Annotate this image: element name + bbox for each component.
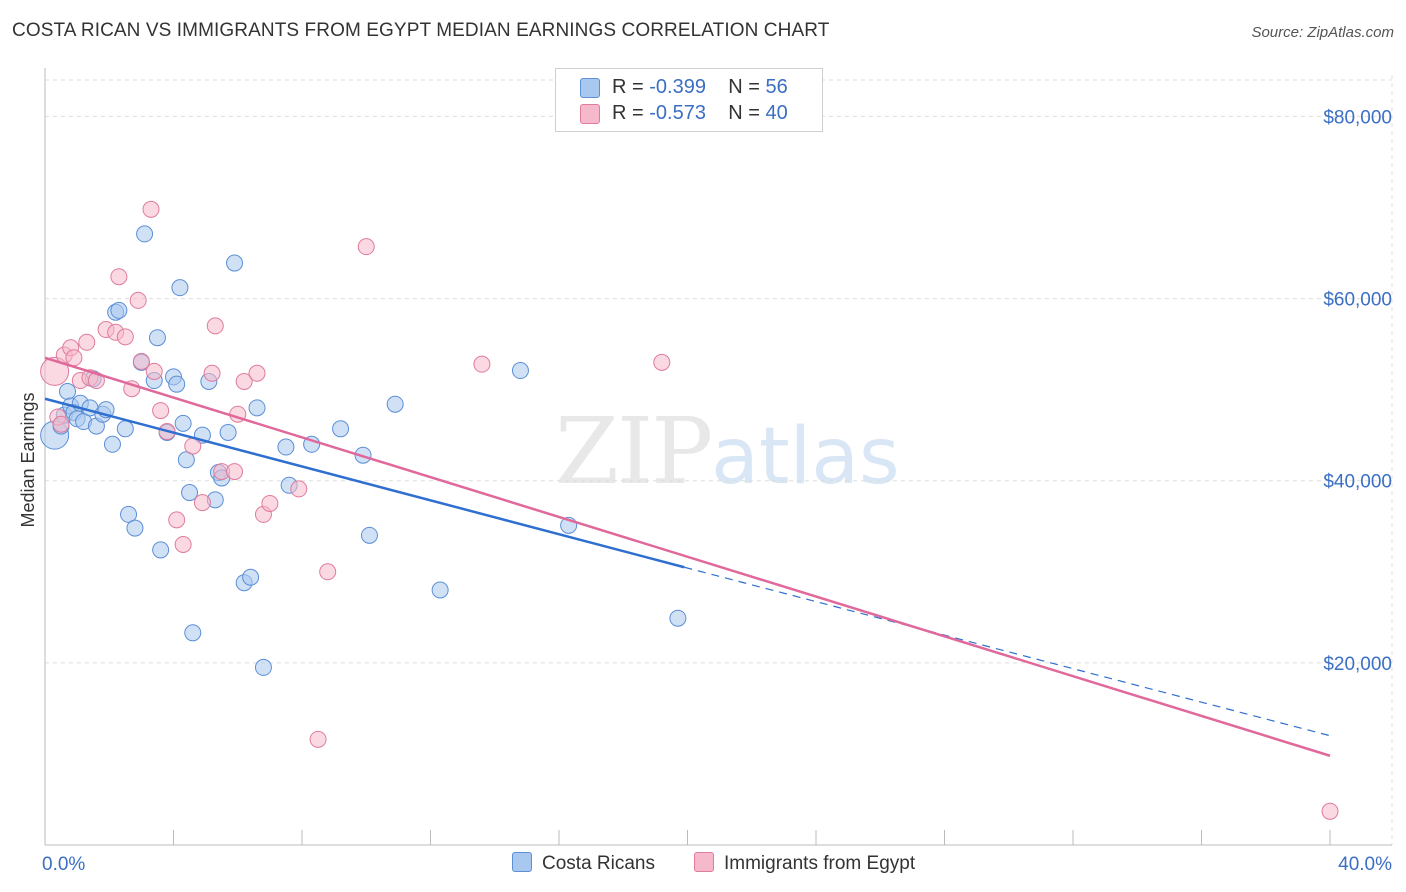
x-tick-label: 0.0%: [42, 854, 85, 875]
bottom-legend-swatch-egypt: [694, 852, 714, 872]
legend-swatch-egypt: [580, 104, 600, 124]
bottom-legend-costa-ricans: Costa Ricans: [512, 852, 655, 875]
stats-legend: R = -0.399 N = 56 R = -0.573 N = 40: [555, 68, 823, 132]
chart-title: COSTA RICAN VS IMMIGRANTS FROM EGYPT MED…: [12, 20, 830, 41]
legend-r-value: -0.573: [649, 102, 706, 124]
point-egypt: [261, 494, 279, 512]
point-egypt: [203, 364, 221, 382]
point-costa-ricans: [116, 420, 134, 438]
grid-lines: [45, 75, 1393, 845]
y-tick-label: $40,000: [1323, 472, 1392, 493]
bottom-legend-egypt: Immigrants from Egypt: [694, 852, 915, 875]
legend-n-value: 40: [765, 102, 788, 124]
axes: [44, 68, 1392, 846]
watermark-atlas: atlas: [711, 412, 900, 502]
point-egypt: [40, 356, 70, 386]
point-egypt: [1321, 802, 1339, 820]
point-egypt: [235, 372, 253, 390]
bottom-legend-label-egypt: Immigrants from Egypt: [724, 853, 916, 874]
y-tick-label: $60,000: [1323, 290, 1392, 311]
y-axis-title: Median Earnings: [18, 392, 38, 527]
point-costa-ricans: [152, 541, 170, 559]
point-egypt: [78, 333, 96, 351]
point-costa-ricans: [669, 609, 687, 627]
point-egypt: [309, 730, 327, 748]
point-costa-ricans: [103, 435, 121, 453]
point-egypt: [290, 480, 308, 498]
legend-n-label: N =: [728, 76, 760, 98]
point-egypt: [226, 463, 244, 481]
point-costa-ricans: [248, 399, 266, 417]
trend-line-egypt: [44, 356, 1331, 757]
point-egypt: [145, 362, 163, 380]
point-egypt: [129, 291, 147, 309]
point-costa-ricans: [254, 658, 272, 676]
point-costa-ricans: [120, 505, 138, 523]
point-costa-ricans: [219, 423, 237, 441]
point-egypt: [65, 349, 83, 367]
legend-n-value: 56: [765, 76, 788, 98]
point-costa-ricans: [177, 451, 195, 469]
trend-line-costa-ricans: [44, 397, 685, 569]
point-costa-ricans: [226, 254, 244, 272]
x-tick-label: 40.0%: [1338, 854, 1392, 875]
y-tick-labels: $20,000 $40,000 $60,000 $80,000: [1323, 107, 1392, 674]
point-egypt: [206, 317, 224, 335]
y-tick-label: $20,000: [1323, 654, 1392, 675]
x-tick-labels: 0.0% 40.0%: [42, 854, 1392, 875]
point-egypt: [193, 494, 211, 512]
point-costa-ricans: [174, 414, 192, 432]
point-costa-ricans: [126, 519, 144, 537]
point-egypt: [152, 402, 170, 420]
legend-swatch-costa-ricans: [580, 78, 600, 98]
point-egypt: [52, 415, 70, 433]
point-egypt: [473, 355, 491, 373]
point-egypt: [357, 238, 375, 256]
bottom-legend-label-costa-ricans: Costa Ricans: [542, 853, 655, 874]
legend-n-label: N =: [728, 102, 760, 124]
point-costa-ricans: [242, 568, 260, 586]
point-egypt: [116, 328, 134, 346]
point-egypt: [319, 563, 337, 581]
source-label: Source: ZipAtlas.com: [1251, 24, 1394, 41]
point-egypt: [110, 268, 128, 286]
legend-r-value: -0.399: [649, 76, 706, 98]
bottom-legend-swatch-costa-ricans: [512, 852, 532, 872]
point-costa-ricans: [168, 375, 186, 393]
point-costa-ricans: [136, 225, 154, 243]
point-egypt: [248, 364, 266, 382]
data-points: [40, 200, 1339, 820]
trend-lines: [44, 356, 1331, 757]
point-costa-ricans: [431, 581, 449, 599]
point-costa-ricans: [171, 279, 189, 297]
point-egypt: [653, 353, 671, 371]
point-costa-ricans: [332, 420, 350, 438]
watermark-zip: ZIP: [555, 398, 713, 505]
point-costa-ricans: [277, 438, 295, 456]
point-egypt: [184, 437, 202, 455]
point-costa-ricans: [184, 624, 202, 642]
point-costa-ricans: [110, 301, 128, 319]
point-costa-ricans: [148, 329, 166, 347]
point-costa-ricans: [511, 362, 529, 380]
point-egypt: [168, 511, 186, 529]
watermark: ZIPatlas: [555, 398, 900, 505]
point-costa-ricans: [386, 395, 404, 413]
point-costa-ricans: [58, 382, 76, 400]
legend-r-label: R =: [612, 102, 644, 124]
legend-r-label: R =: [612, 76, 644, 98]
y-tick-label: $80,000: [1323, 107, 1392, 128]
trend-line-costa-ricans-extrapolated: [684, 566, 1331, 737]
point-egypt: [132, 352, 150, 370]
point-costa-ricans: [360, 526, 378, 544]
point-egypt: [174, 535, 192, 553]
point-costa-ricans: [181, 484, 199, 502]
point-egypt: [142, 200, 160, 218]
